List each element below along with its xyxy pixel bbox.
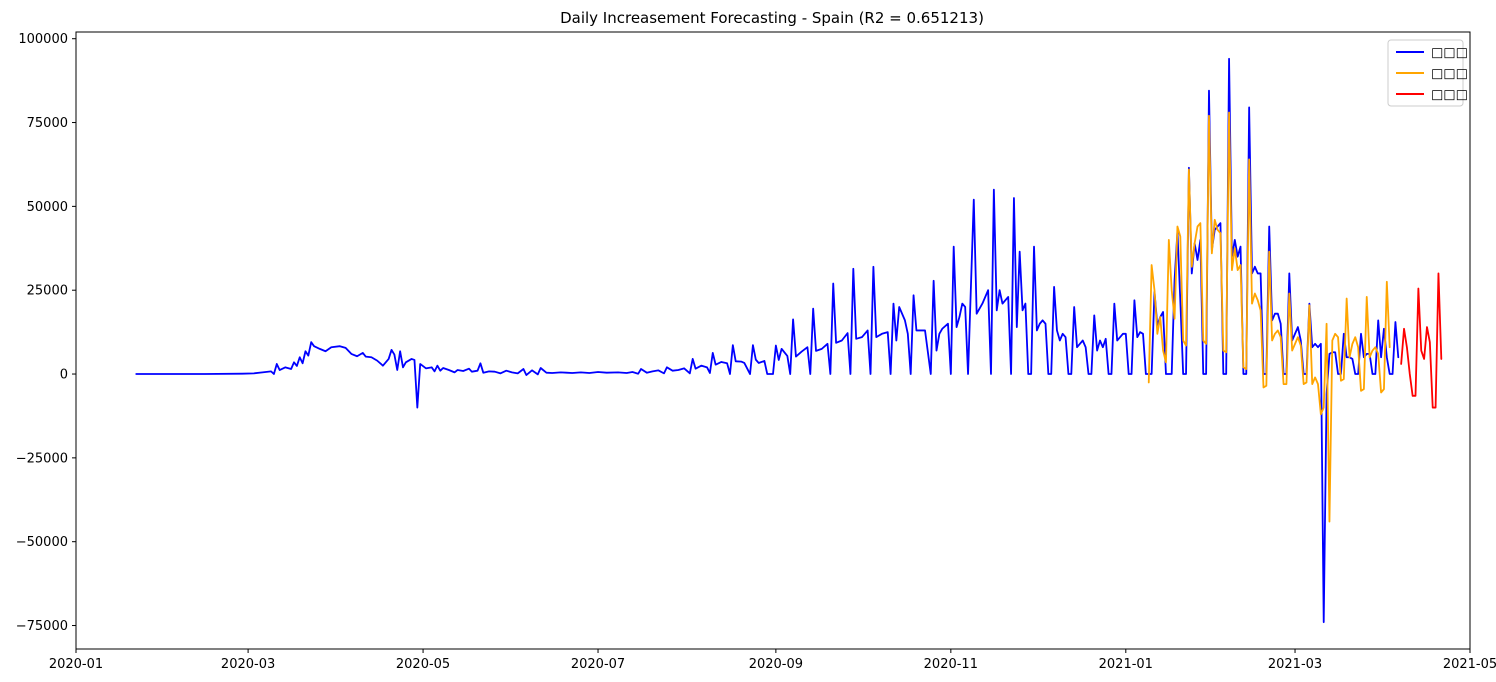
legend-label-0: □□□ <box>1431 46 1468 61</box>
legend-label-1: □□□ <box>1431 67 1468 82</box>
y-tick-label: 100000 <box>18 32 68 47</box>
x-tick-label: 2020-09 <box>749 657 803 672</box>
y-tick-label: −50000 <box>16 535 68 550</box>
y-tick-label: 50000 <box>27 200 68 215</box>
plot-frame <box>75 31 1471 650</box>
y-axis: −75000 −50000 −25000 0 25000 50000 75000 100000 <box>16 32 76 634</box>
y-tick-label: 0 <box>60 368 68 383</box>
y-tick-label: 25000 <box>27 284 68 299</box>
chart-title: Daily Increasement Forecasting - Spain (… <box>560 9 984 27</box>
y-tick-label: 75000 <box>27 116 68 131</box>
x-tick-label: 2020-03 <box>221 657 275 672</box>
y-tick-label: −75000 <box>16 619 68 634</box>
x-tick-label: 2021-05 <box>1443 657 1496 672</box>
series-line-2 <box>1400 272 1443 409</box>
x-tick-label: 2021-01 <box>1099 657 1153 672</box>
legend: □□□ □□□ □□□ <box>1387 39 1468 107</box>
x-axis: 2020-01 2020-03 2020-05 2020-07 2020-09 2020-… <box>49 649 1496 672</box>
x-tick-label: 2020-01 <box>49 657 103 672</box>
y-tick-label: −25000 <box>16 451 68 466</box>
x-tick-label: 2020-05 <box>396 657 450 672</box>
legend-box <box>1387 39 1464 107</box>
series-line-1 <box>1147 111 1391 523</box>
x-tick-label: 2020-07 <box>571 657 625 672</box>
x-tick-label: 2021-03 <box>1268 657 1322 672</box>
x-tick-label: 2020-11 <box>924 657 978 672</box>
series-layer <box>135 57 1443 624</box>
legend-label-2: □□□ <box>1431 88 1468 103</box>
